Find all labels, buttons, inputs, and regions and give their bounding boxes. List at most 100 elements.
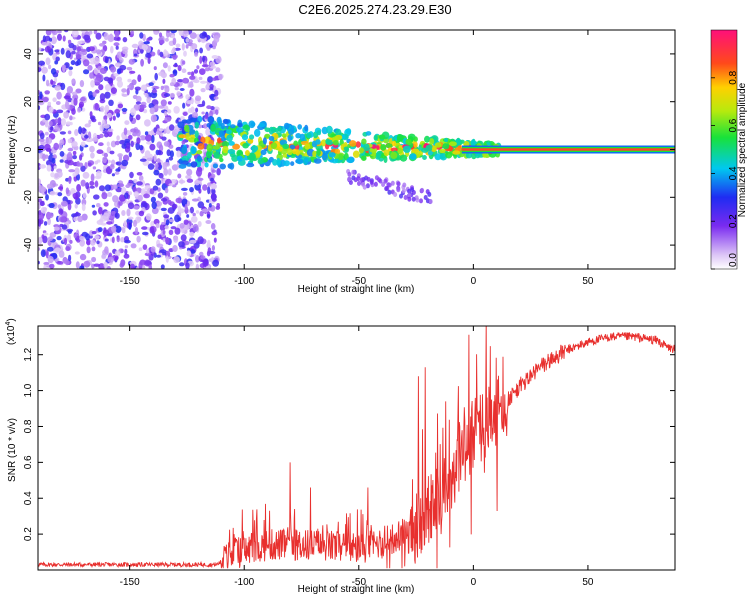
heatmap-cell <box>349 140 357 147</box>
heatmap-cell <box>191 146 197 154</box>
heatmap-cell <box>102 156 108 162</box>
heatmap-cell <box>58 250 65 258</box>
heatmap-cell <box>98 206 103 215</box>
heatmap-cell <box>94 102 99 111</box>
heatmap-cell <box>201 208 208 213</box>
heatmap-cell <box>92 91 97 98</box>
spectrogram-y-tick-label: -40 <box>23 237 34 252</box>
heatmap-cell <box>124 192 129 199</box>
heatmap-cell <box>54 172 59 179</box>
heatmap-cell <box>130 128 137 133</box>
heatmap-cell <box>42 232 49 236</box>
heatmap-cell <box>53 142 59 151</box>
heatmap-cell <box>127 67 132 71</box>
heatmap-cell <box>128 58 135 65</box>
heatmap-cell <box>158 105 166 109</box>
heatmap-cell <box>90 152 95 159</box>
heatmap-cell <box>202 184 208 191</box>
heatmap-cell <box>264 127 271 133</box>
heatmap-cell <box>206 143 213 152</box>
heatmap-cell <box>283 160 291 167</box>
heatmap-cell <box>134 227 139 235</box>
heatmap-cell <box>182 111 188 116</box>
heatmap-cell <box>121 93 128 97</box>
heatmap-cell <box>290 125 295 133</box>
heatmap-cell <box>130 30 135 35</box>
heatmap-cell <box>54 124 59 132</box>
heatmap-cell <box>133 53 138 57</box>
heatmap-cell <box>200 80 207 84</box>
heatmap-cell <box>205 220 212 224</box>
heatmap-cell <box>174 86 179 91</box>
heatmap-cell <box>46 159 53 166</box>
heatmap-cell <box>215 67 221 73</box>
heatmap-cell <box>207 186 211 195</box>
heatmap-cell <box>99 133 104 138</box>
heatmap-cell <box>97 227 103 233</box>
heatmap-cell <box>110 87 117 94</box>
heatmap-cell <box>242 142 249 149</box>
heatmap-cell <box>413 136 418 142</box>
heatmap-cell <box>167 199 172 206</box>
heatmap-cell <box>151 207 159 215</box>
heatmap-cell <box>39 132 45 140</box>
heatmap-cell <box>138 261 143 269</box>
spectrogram-y-ticks: -40 -20 0 20 40 <box>23 48 675 252</box>
heatmap-cell <box>87 131 92 139</box>
heatmap-cell <box>44 131 49 136</box>
heatmap-cell <box>102 212 110 221</box>
heatmap-cell <box>154 163 159 169</box>
heatmap-cell <box>117 80 123 88</box>
heatmap-cell <box>150 246 156 253</box>
heatmap-cell <box>130 107 137 116</box>
heatmap-cell <box>113 36 120 41</box>
heatmap-cell <box>281 133 287 138</box>
heatmap-cell <box>419 198 423 204</box>
heatmap-cell <box>387 182 392 188</box>
snr-y-label: SNR (10 * v/v) <box>7 418 18 482</box>
heatmap-cell <box>126 141 131 149</box>
heatmap-cell <box>44 143 51 151</box>
heatmap-cell <box>103 32 109 41</box>
heatmap-cell <box>169 92 175 98</box>
heatmap-cell <box>57 170 63 178</box>
colorbar: 0.0 0.2 0.4 0.6 0.8 Normalized spectral ampl… <box>710 29 748 270</box>
heatmap-cell <box>42 96 49 103</box>
heatmap-cell <box>428 199 433 204</box>
heatmap-cell <box>98 142 104 147</box>
heatmap-cell <box>127 202 135 210</box>
heatmap-cell <box>96 149 104 154</box>
heatmap-cell <box>142 231 149 236</box>
heatmap-cell <box>180 234 187 242</box>
heatmap-cell <box>56 235 62 241</box>
heatmap-cell <box>246 162 255 168</box>
heatmap-cell <box>413 141 418 148</box>
heatmap-cell <box>179 116 185 121</box>
heatmap-cell <box>53 165 57 170</box>
heatmap-cell <box>144 131 149 136</box>
spectrogram-y-tick-label: 0 <box>23 146 34 152</box>
heatmap-cell <box>80 179 86 187</box>
heatmap-cell <box>99 218 104 223</box>
heatmap-cell <box>148 264 153 269</box>
heatmap-cell <box>119 194 126 202</box>
heatmap-cell <box>83 260 91 268</box>
heatmap-cell <box>378 134 386 140</box>
heatmap-cell <box>65 187 70 195</box>
spectrogram-x-tick-label: 0 <box>471 276 477 287</box>
heatmap-cell <box>268 136 275 141</box>
heatmap-cell <box>160 197 168 202</box>
heatmap-cell <box>163 49 168 57</box>
heatmap-cell <box>72 172 77 177</box>
heatmap-cell <box>178 158 183 165</box>
heatmap-cell <box>97 121 102 126</box>
heatmap-cell <box>65 246 71 252</box>
heatmap-cell <box>60 118 67 126</box>
heatmap-cell <box>431 145 437 152</box>
heatmap-cell <box>156 243 164 248</box>
heatmap-cell <box>151 201 157 210</box>
heatmap-cell <box>46 183 53 189</box>
heatmap-cell <box>181 43 185 51</box>
heatmap-cell <box>124 138 131 143</box>
heatmap-cell <box>196 155 202 162</box>
